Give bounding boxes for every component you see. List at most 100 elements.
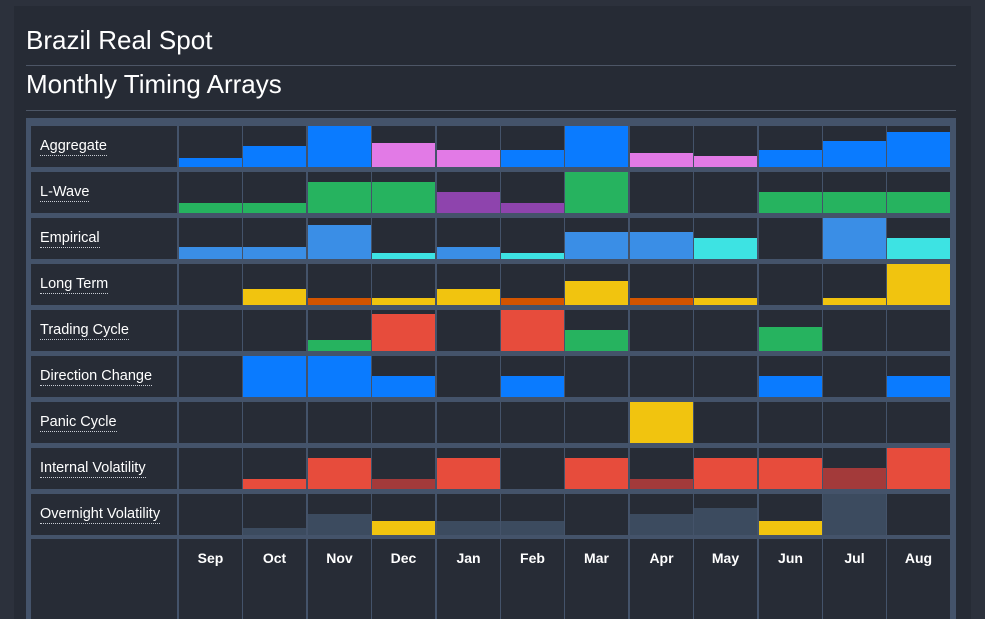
month-label-apr: Apr — [649, 550, 674, 566]
month-label-jul: Jul — [844, 550, 865, 566]
row-label-internal-volatility[interactable]: Internal Volatility — [40, 460, 146, 478]
cell-panic-cycle-dec — [372, 402, 435, 443]
report-title: Monthly Timing Arrays — [26, 69, 282, 99]
cell-empirical-may — [694, 218, 757, 259]
month-column-nov: Nov — [308, 539, 371, 619]
cell-overnight-volatility-oct — [243, 494, 306, 535]
cell-internal-volatility-sep — [179, 448, 242, 489]
bar-trading-cycle-nov — [308, 340, 371, 351]
cell-l-wave-mar — [565, 172, 628, 213]
month-column-dec: Dec — [372, 539, 435, 619]
bar-l-wave-mar — [565, 172, 628, 213]
cell-l-wave-may — [694, 172, 757, 213]
month-label-dec: Dec — [390, 550, 417, 566]
row-label-long-term[interactable]: Long Term — [40, 276, 109, 294]
row-label-direction-change[interactable]: Direction Change — [40, 368, 153, 386]
bar-overnight-volatility-may — [694, 508, 757, 535]
cell-internal-volatility-apr — [630, 448, 693, 489]
cell-direction-change-mar — [565, 356, 628, 397]
month-column-mar: Mar — [565, 539, 628, 619]
bar-aggregate-sep — [179, 158, 242, 167]
cell-aggregate-oct — [243, 126, 306, 167]
row-label-l-wave[interactable]: L-Wave — [40, 184, 90, 202]
cell-long-term-oct — [243, 264, 306, 305]
cell-long-term-feb — [501, 264, 564, 305]
cell-direction-change-jul — [823, 356, 886, 397]
cell-empirical-nov — [308, 218, 371, 259]
bar-aggregate-aug — [887, 132, 950, 167]
cell-aggregate-mar — [565, 126, 628, 167]
row-label-overnight-volatility[interactable]: Overnight Volatility — [40, 506, 161, 524]
cell-overnight-volatility-nov — [308, 494, 371, 535]
cell-overnight-volatility-jul — [823, 494, 886, 535]
cell-direction-change-dec — [372, 356, 435, 397]
cell-internal-volatility-mar — [565, 448, 628, 489]
row-label-cell: Empirical — [31, 218, 177, 259]
bar-long-term-aug — [887, 264, 950, 305]
cell-l-wave-feb — [501, 172, 564, 213]
bar-long-term-nov — [308, 298, 371, 305]
bar-long-term-mar — [565, 281, 628, 305]
bar-empirical-feb — [501, 253, 564, 259]
bar-overnight-volatility-feb — [501, 521, 564, 535]
bar-aggregate-nov — [308, 126, 371, 167]
bar-direction-change-aug — [887, 376, 950, 397]
bar-direction-change-jun — [759, 376, 822, 397]
cell-direction-change-jun — [759, 356, 822, 397]
cell-internal-volatility-jun — [759, 448, 822, 489]
cell-direction-change-oct — [243, 356, 306, 397]
cell-long-term-jul — [823, 264, 886, 305]
bar-aggregate-jun — [759, 150, 822, 167]
row-label-panic-cycle[interactable]: Panic Cycle — [40, 414, 117, 432]
month-label-jan: Jan — [456, 550, 481, 566]
bar-overnight-volatility-jun — [759, 521, 822, 535]
bar-l-wave-nov — [308, 182, 371, 213]
cell-internal-volatility-feb — [501, 448, 564, 489]
cell-long-term-sep — [179, 264, 242, 305]
bar-l-wave-jun — [759, 192, 822, 213]
bar-empirical-sep — [179, 247, 242, 259]
row-label-cell: Direction Change — [31, 356, 177, 397]
bar-direction-change-nov — [308, 356, 371, 397]
cell-l-wave-jun — [759, 172, 822, 213]
month-column-jul: Jul — [823, 539, 886, 619]
cell-overnight-volatility-may — [694, 494, 757, 535]
cell-empirical-aug — [887, 218, 950, 259]
month-axis: Sep Oct Nov Dec Jan Feb Mar Apr May Jun Jul Aug — [31, 539, 951, 619]
cell-panic-cycle-nov — [308, 402, 371, 443]
month-column-oct: Oct — [243, 539, 306, 619]
row-long-term: Long Term — [31, 264, 951, 305]
cell-aggregate-dec — [372, 126, 435, 167]
cell-aggregate-may — [694, 126, 757, 167]
cell-l-wave-apr — [630, 172, 693, 213]
bar-internal-volatility-may — [694, 458, 757, 489]
cell-aggregate-apr — [630, 126, 693, 167]
bar-l-wave-aug — [887, 192, 950, 213]
month-label-jun: Jun — [778, 550, 803, 566]
cell-trading-cycle-apr — [630, 310, 693, 351]
cell-empirical-sep — [179, 218, 242, 259]
row-label-cell: Internal Volatility — [31, 448, 177, 489]
row-label-aggregate[interactable]: Aggregate — [40, 138, 107, 156]
cell-panic-cycle-mar — [565, 402, 628, 443]
row-label-trading-cycle[interactable]: Trading Cycle — [40, 322, 129, 340]
month-label-feb: Feb — [520, 550, 545, 566]
cell-direction-change-sep — [179, 356, 242, 397]
bar-overnight-volatility-apr — [630, 514, 693, 535]
row-label-cell: L-Wave — [31, 172, 177, 213]
bar-l-wave-oct — [243, 203, 306, 213]
bar-trading-cycle-dec — [372, 314, 435, 351]
bar-long-term-oct — [243, 289, 306, 305]
bar-aggregate-oct — [243, 146, 306, 167]
timing-panel: Brazil Real Spot Monthly Timing Arrays A… — [14, 6, 971, 619]
bar-l-wave-jul — [823, 192, 886, 213]
row-label-empirical[interactable]: Empirical — [40, 230, 100, 248]
bar-panic-cycle-apr — [630, 402, 693, 443]
bar-internal-volatility-jul — [823, 468, 886, 489]
cell-panic-cycle-jun — [759, 402, 822, 443]
cell-panic-cycle-oct — [243, 402, 306, 443]
row-empirical: Empirical — [31, 218, 951, 259]
cell-l-wave-aug — [887, 172, 950, 213]
bar-empirical-mar — [565, 232, 628, 259]
cell-long-term-nov — [308, 264, 371, 305]
